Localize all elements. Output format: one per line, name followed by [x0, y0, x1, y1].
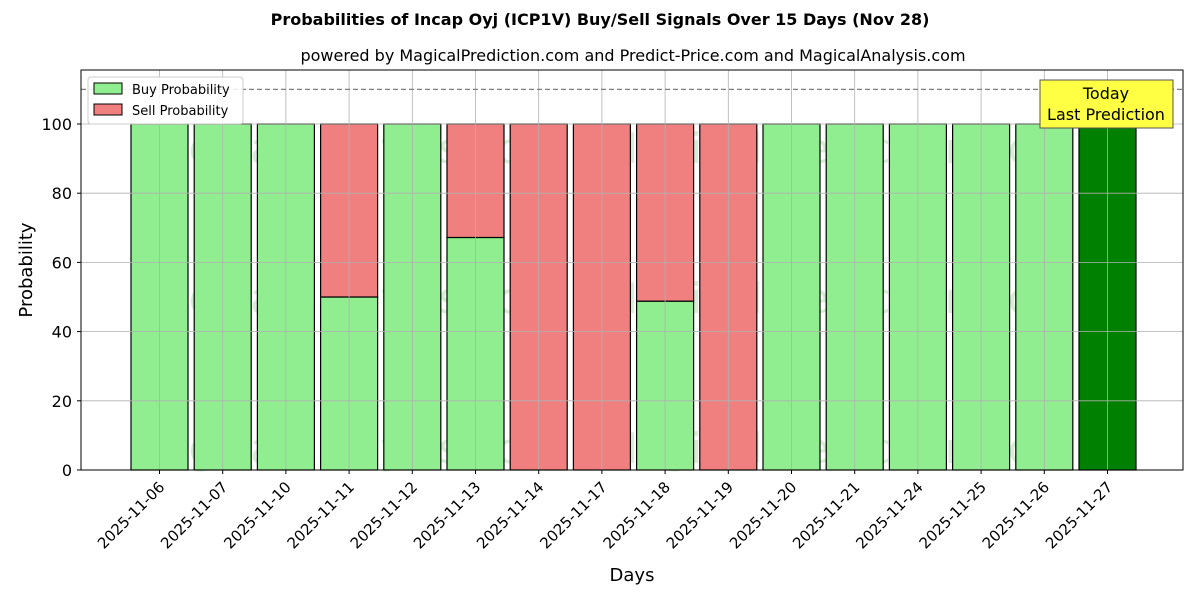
legend-label-buy: Buy Probability: [132, 83, 230, 98]
y-tick-label: 40: [52, 323, 72, 342]
x-tick-label: 2025-11-20: [726, 478, 800, 552]
x-tick-label: 2025-11-10: [220, 478, 294, 552]
y-tick-label: 0: [62, 461, 72, 480]
annotation-line1: Today: [1082, 84, 1129, 103]
annotation-line2: Last Prediction: [1047, 105, 1165, 124]
legend-swatch-sell: [93, 103, 123, 116]
y-tick-label: 100: [41, 115, 72, 134]
y-tick-label: 20: [52, 392, 72, 411]
x-tick-label: 2025-11-27: [1042, 478, 1116, 552]
x-tick-label: 2025-11-13: [410, 478, 484, 552]
legend-swatch-buy: [93, 82, 123, 95]
x-tick-label: 2025-11-19: [663, 478, 737, 552]
x-tick-label: 2025-11-26: [979, 478, 1053, 552]
x-tick-label: 2025-11-14: [473, 478, 547, 552]
x-tick-label: 2025-11-07: [157, 478, 231, 552]
x-tick-label: 2025-11-17: [536, 478, 610, 552]
annotation-box: [1039, 79, 1174, 129]
legend-box: [87, 76, 244, 125]
axes-frame: [80, 69, 1184, 471]
y-axis-label: Probability: [16, 222, 37, 317]
legend-label-sell: Sell Probability: [132, 104, 229, 119]
x-tick-label: 2025-11-21: [789, 478, 863, 552]
chart-title: Probabilities of Incap Oyj (ICP1V) Buy/S…: [270, 10, 930, 29]
x-tick-label: 2025-11-12: [347, 478, 421, 552]
y-tick-label: 60: [52, 253, 72, 272]
chart-subtitle: powered by MagicalPrediction.com and Pre…: [300, 46, 966, 65]
x-tick-label: 2025-11-25: [916, 478, 990, 552]
x-tick-label: 2025-11-24: [852, 478, 926, 552]
x-tick-label: 2025-11-11: [284, 478, 358, 552]
y-tick-label: 80: [52, 184, 72, 203]
x-tick-label: 2025-11-18: [600, 478, 674, 552]
x-axis-label: Days: [610, 565, 655, 586]
x-tick-label: 2025-11-06: [94, 478, 168, 552]
